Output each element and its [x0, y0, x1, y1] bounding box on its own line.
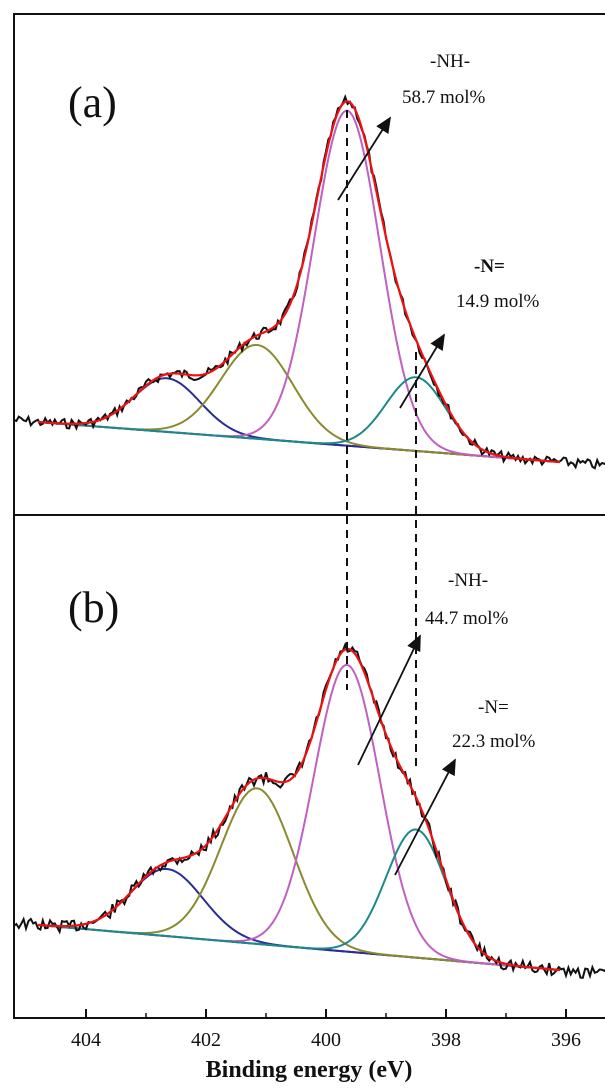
- panel-b-fit-envelope: [37, 647, 561, 972]
- panel-b-nh-label: -NH-: [448, 570, 488, 591]
- panel-a-fit-envelope: [37, 100, 561, 464]
- panel-b-tag: (b): [68, 583, 119, 632]
- panel-b-measured-spectrum: [13, 641, 605, 980]
- panel-a-n-value: 14.9 mol%: [456, 291, 540, 312]
- panel-a-peak-2: [37, 343, 561, 463]
- x-tick-label-404: 404: [71, 1029, 101, 1051]
- guide-lines-layer: [346, 110, 417, 770]
- x-tick-label-402: 402: [191, 1029, 221, 1051]
- panel-b-n-value: 22.3 mol%: [452, 731, 536, 752]
- panel-b-nh-value: 44.7 mol%: [425, 608, 509, 629]
- x-ticks-layer: 404 402 400 398 396: [71, 1009, 581, 1051]
- x-tick-label-398: 398: [431, 1029, 461, 1051]
- x-axis-label: Binding energy (eV): [206, 1057, 413, 1083]
- panel-a-nh-label: -NH-: [430, 51, 470, 72]
- panel-b-n-label: -N=: [478, 697, 509, 718]
- x-tick-label-396: 396: [551, 1029, 581, 1051]
- panel-a-nh-value: 58.7 mol%: [402, 87, 486, 108]
- panel-a-n-label: -N=: [474, 256, 505, 277]
- panel-b-frame: [13, 514, 605, 1019]
- panel-b-peak-2: [37, 787, 561, 971]
- panel-a-nh-arrow: [337, 116, 391, 201]
- panel-b-nh-arrow: [357, 634, 421, 766]
- annotation-arrows-layer: [337, 116, 456, 876]
- panel-a-tag: (a): [68, 78, 117, 127]
- panel-a-n-arrow: [399, 333, 445, 409]
- curves-layer: [13, 94, 605, 980]
- panel-b-n-arrow: [394, 758, 456, 876]
- panel-a-peak-3: [37, 109, 561, 463]
- panel-a-measured-spectrum: [13, 94, 605, 470]
- x-tick-label-400: 400: [311, 1029, 341, 1051]
